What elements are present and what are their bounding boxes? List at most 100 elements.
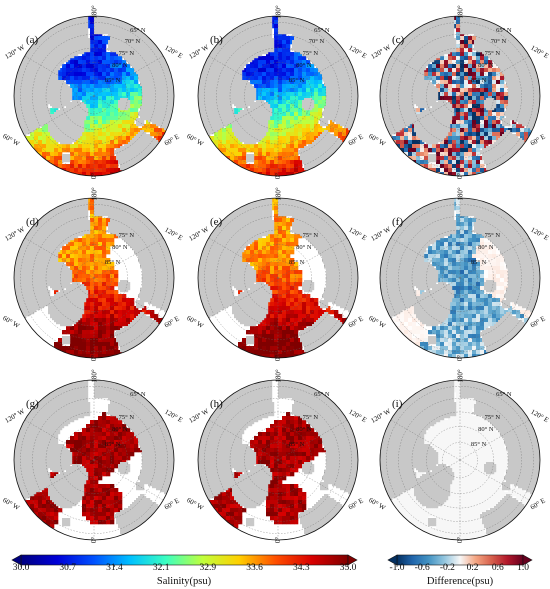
latitude-circle xyxy=(386,204,534,352)
meridian-line xyxy=(24,277,95,319)
lon-label-0: 0° xyxy=(456,173,464,179)
meridian-line xyxy=(208,237,279,279)
difference-tick-label: -1.0 xyxy=(389,563,404,573)
latitude-circle xyxy=(76,260,112,296)
panel-label: (f) xyxy=(392,216,403,228)
lon-label-0: 0° xyxy=(90,355,98,361)
lon-label-180: 180° xyxy=(457,187,465,200)
latitude-circle xyxy=(244,62,312,130)
lat-label: 80° N xyxy=(478,244,493,251)
map-boundary xyxy=(13,379,175,541)
lat-label: 65° N xyxy=(314,391,329,398)
lat-label: 80° N xyxy=(478,426,493,433)
meridian-line xyxy=(93,95,164,137)
meridian-line xyxy=(390,237,461,279)
lat-label: 85° N xyxy=(471,441,486,448)
latitude-circle xyxy=(386,386,534,534)
lat-label: 85° N xyxy=(105,441,120,448)
lon-label-0: 0° xyxy=(456,537,464,543)
lon-label-180: 180° xyxy=(275,187,283,200)
latitude-circle xyxy=(204,386,352,534)
salinity-tick-label: 35.0 xyxy=(340,563,357,573)
panel-label: (b) xyxy=(210,34,223,46)
latitude-circle xyxy=(60,62,128,130)
meridian-line xyxy=(459,277,530,319)
difference-colorbar-gradient xyxy=(387,554,533,567)
meridian-line xyxy=(208,95,279,137)
latitude-circle xyxy=(20,204,168,352)
latitude-circle xyxy=(20,22,168,170)
meridian-line xyxy=(93,419,164,461)
difference-tick-label: -0.6 xyxy=(415,563,430,573)
meridian-line xyxy=(208,55,279,97)
map-boundary xyxy=(379,15,541,177)
panel-label: (e) xyxy=(210,216,222,228)
salinity-colorbar: 30.0 30.7 31.4 32.1 32.9 33.6 34.3 35.0 Salinit… xyxy=(11,554,358,589)
latitude-circle xyxy=(32,34,156,158)
polar-map-h xyxy=(197,379,359,541)
latitude-circle xyxy=(260,442,296,478)
lat-label: 75° N xyxy=(119,232,134,239)
latitude-circle xyxy=(398,34,522,158)
latitude-circle xyxy=(32,398,156,522)
meridian-line xyxy=(277,95,348,137)
meridian-line xyxy=(208,459,279,501)
meridian-line xyxy=(459,95,530,137)
lon-label-0: 0° xyxy=(456,355,464,361)
lat-label: 75° N xyxy=(485,414,500,421)
meridian-line xyxy=(208,277,279,319)
lon-label-0: 0° xyxy=(274,355,282,361)
panel-label: (i) xyxy=(392,398,402,410)
meridian-line xyxy=(93,459,164,501)
lon-label-180: 180° xyxy=(91,5,99,18)
lat-label: 80° N xyxy=(296,244,311,251)
polar-map-a xyxy=(13,15,175,177)
salinity-over-arrow xyxy=(347,554,358,566)
latitude-circle xyxy=(442,442,478,478)
lon-label-180: 180° xyxy=(457,369,465,382)
lat-label: 75° N xyxy=(119,414,134,421)
latitude-circle xyxy=(216,398,340,522)
panel-label: (h) xyxy=(210,398,223,410)
lon-label-180: 180° xyxy=(275,5,283,18)
map-panel-e: (e) 180° 0° 120° W 120° E 60° W 60° E 75° N 80°… xyxy=(185,187,368,366)
meridian-line xyxy=(277,419,348,461)
lat-label: 75° N xyxy=(119,50,134,57)
meridian-line xyxy=(24,459,95,501)
meridian-line xyxy=(208,419,279,461)
latitude-circle xyxy=(398,398,522,522)
lon-label-0: 0° xyxy=(274,537,282,543)
polar-map-b xyxy=(197,15,359,177)
map-panel-f: (f) 180° 0° 120° W 120° E 60° W 60° E 75° N 80°… xyxy=(367,187,550,366)
meridian-line xyxy=(390,55,461,97)
meridian-line xyxy=(24,95,95,137)
polar-map-f xyxy=(379,197,541,359)
latitude-circle xyxy=(204,22,352,170)
latitude-circle xyxy=(76,442,112,478)
lat-label: 75° N xyxy=(303,50,318,57)
difference-tick-label: 1.0 xyxy=(517,563,529,573)
meridian-line xyxy=(459,237,530,279)
lon-label-0: 0° xyxy=(90,173,98,179)
latitude-circle xyxy=(244,244,312,312)
lon-label-180: 180° xyxy=(275,369,283,382)
lat-label: 70° N xyxy=(491,38,506,45)
latitude-circle xyxy=(244,426,312,494)
map-panel-i: (i) 180° 0° 120° W 120° E 60° W 60° E 65° N 75°… xyxy=(367,369,550,548)
lat-label: 85° N xyxy=(471,77,486,84)
meridian-line xyxy=(390,419,461,461)
latitude-circle xyxy=(386,22,534,170)
lat-label: 75° N xyxy=(303,232,318,239)
meridian-line xyxy=(390,459,461,501)
meridian-line xyxy=(459,419,530,461)
map-boundary xyxy=(197,15,359,177)
latitude-circle xyxy=(32,216,156,340)
lat-label: 80° N xyxy=(112,244,127,251)
meridian-line xyxy=(24,55,95,97)
polar-map-d xyxy=(13,197,175,359)
latitude-circle xyxy=(216,34,340,158)
difference-under-arrow xyxy=(387,554,398,566)
difference-tick-label: 0.6 xyxy=(492,563,504,573)
map-panel-b: (b) 180° 0° 120° W 120° E 60° W 60° E 65° N 70°… xyxy=(185,5,368,184)
map-panel-d: (d) 180° 0° 120° W 120° E 60° W 60° E 75° N 80°… xyxy=(1,187,184,366)
